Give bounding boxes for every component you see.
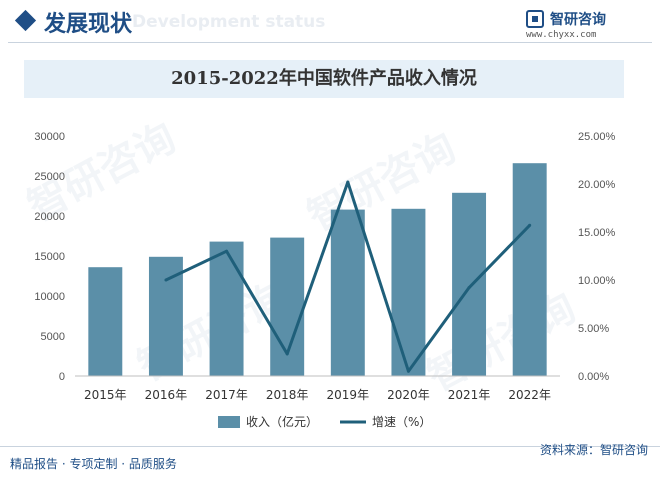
legend: 收入（亿元） 增速（%） xyxy=(218,414,431,429)
growth-point-7 xyxy=(528,223,532,227)
right-tick-label: 10.00% xyxy=(578,275,616,287)
bar-series xyxy=(88,163,547,376)
right-tick-label: 5.00% xyxy=(578,323,609,335)
legend-bar-swatch xyxy=(218,416,240,428)
left-tick-label: 15000 xyxy=(34,251,65,263)
brand-url: www.chyxx.com xyxy=(526,30,597,40)
right-axis: 0.00% 5.00% 10.00% 15.00% 20.00% 25.00% xyxy=(578,131,616,383)
footer-slogan: 精品报告 · 专项定制 · 品质服务 xyxy=(10,457,177,471)
right-tick-label: 20.00% xyxy=(578,179,616,191)
x-tick-label: 2017年 xyxy=(205,388,248,402)
left-tick-label: 0 xyxy=(59,371,65,383)
chart-title: 2015-2022年中国软件产品收入情况 xyxy=(171,68,477,89)
growth-point-2 xyxy=(225,249,229,253)
bar-0 xyxy=(88,267,123,376)
bar-1 xyxy=(148,256,183,376)
x-tick-label: 2022年 xyxy=(508,388,551,402)
line-series xyxy=(164,180,532,373)
x-tick-label: 2021年 xyxy=(448,388,491,402)
growth-point-4 xyxy=(346,180,350,184)
growth-point-6 xyxy=(467,286,471,290)
left-tick-label: 20000 xyxy=(34,211,65,223)
left-tick-label: 30000 xyxy=(34,131,65,143)
x-tick-label: 2018年 xyxy=(266,388,309,402)
left-tick-label: 5000 xyxy=(41,331,65,343)
bar-4 xyxy=(330,209,365,376)
bar-5 xyxy=(391,208,426,376)
x-axis: 2015年 2016年 2017年 2018年 2019年 2020年 2021年 2022年 xyxy=(75,375,560,402)
section-subtitle-ghost: Development status xyxy=(132,12,326,32)
header-divider xyxy=(8,42,652,43)
x-tick-label: 2020年 xyxy=(387,388,430,402)
brand-logo: 智研咨询 www.chyxx.com xyxy=(526,8,636,42)
growth-point-1 xyxy=(164,278,168,282)
brand-logo-icon xyxy=(526,10,544,28)
bar-7 xyxy=(512,163,547,376)
x-tick-label: 2015年 xyxy=(84,388,127,402)
footer: 精品报告 · 专项定制 · 品质服务 资料来源：智研咨询 xyxy=(0,443,660,481)
right-tick-label: 15.00% xyxy=(578,227,616,239)
x-tick-label: 2019年 xyxy=(327,388,370,402)
bar-2 xyxy=(209,241,244,376)
data-source: 资料来源：智研咨询 xyxy=(539,443,648,457)
legend-bar-label: 收入（亿元） xyxy=(246,414,318,429)
section-title: 发展现状 xyxy=(44,12,133,37)
left-axis: 0 5000 10000 15000 20000 25000 30000 xyxy=(34,131,65,383)
brand-name: 智研咨询 xyxy=(550,12,606,28)
chart-title-bar: 2015-2022年中国软件产品收入情况 xyxy=(24,60,624,98)
right-tick-label: 0.00% xyxy=(578,371,609,383)
bar-6 xyxy=(452,192,487,376)
header: 发展现状 Development status 智研咨询 www.chyxx.c… xyxy=(0,0,660,50)
chart: 0 5000 10000 15000 20000 25000 30000 0.00% 5.00… xyxy=(34,131,616,429)
left-tick-label: 10000 xyxy=(34,291,65,303)
right-tick-label: 25.00% xyxy=(578,131,616,143)
growth-point-3 xyxy=(285,352,289,356)
x-tick-label: 2016年 xyxy=(145,388,188,402)
growth-point-5 xyxy=(406,369,410,373)
left-tick-label: 25000 xyxy=(34,171,65,183)
legend-line-label: 增速（%） xyxy=(372,415,431,429)
